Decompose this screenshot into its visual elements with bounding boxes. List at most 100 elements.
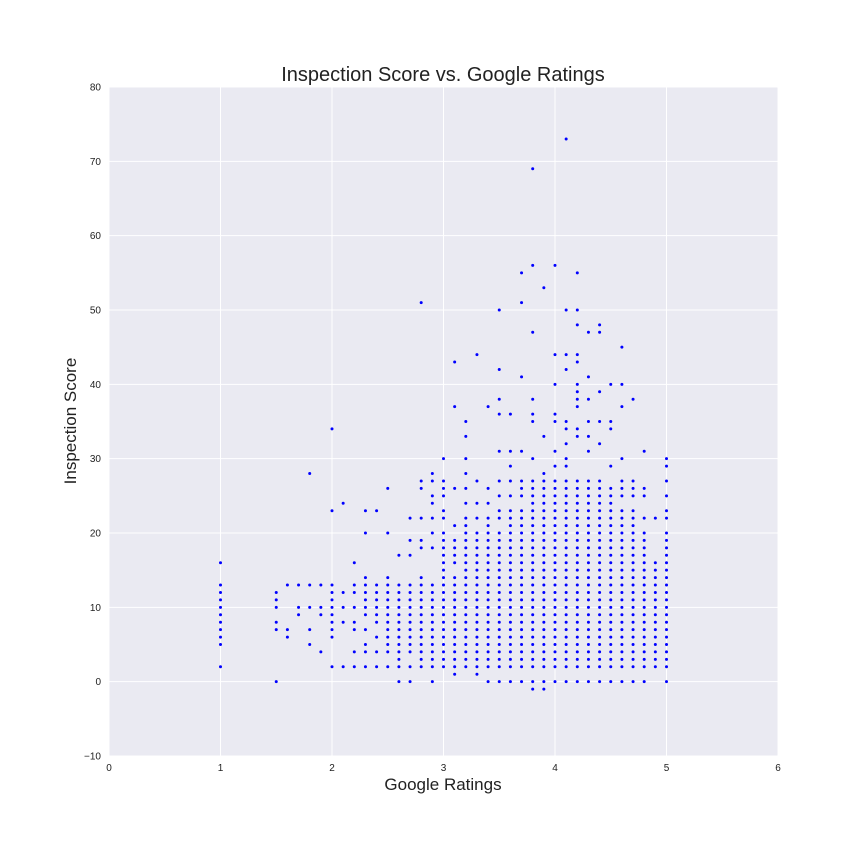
data-point xyxy=(352,628,356,632)
data-point xyxy=(464,583,468,587)
data-point xyxy=(531,620,535,624)
data-point xyxy=(363,628,367,632)
data-point xyxy=(653,635,657,639)
data-point xyxy=(453,561,457,565)
data-point xyxy=(575,382,579,386)
data-point xyxy=(442,598,445,602)
data-point xyxy=(464,486,468,490)
data-point xyxy=(665,509,668,513)
data-point xyxy=(620,553,624,557)
data-point xyxy=(631,561,635,565)
data-point xyxy=(564,568,568,572)
data-point xyxy=(598,442,602,446)
data-point xyxy=(464,620,468,624)
data-point xyxy=(419,546,423,550)
data-points xyxy=(219,137,668,691)
data-point xyxy=(330,620,334,624)
data-point xyxy=(620,576,624,580)
data-point xyxy=(542,486,546,490)
data-point xyxy=(575,397,579,401)
data-point xyxy=(620,524,624,528)
data-point xyxy=(531,509,535,513)
data-point xyxy=(542,687,546,691)
data-point xyxy=(464,546,468,550)
data-point xyxy=(631,605,635,609)
data-point xyxy=(386,628,390,632)
data-point xyxy=(497,553,501,557)
data-point xyxy=(586,531,590,535)
data-point xyxy=(631,524,635,528)
data-point xyxy=(609,643,613,646)
data-point xyxy=(620,486,624,490)
data-point xyxy=(397,650,401,654)
data-point xyxy=(442,531,445,535)
data-point xyxy=(520,635,524,639)
data-point xyxy=(609,650,613,654)
data-point xyxy=(631,657,635,661)
data-point xyxy=(453,635,457,639)
data-point xyxy=(620,605,624,609)
data-point xyxy=(486,680,490,684)
data-point xyxy=(575,509,579,513)
data-point xyxy=(542,501,546,505)
data-point xyxy=(442,553,445,557)
data-point xyxy=(531,330,535,334)
x-tick-label: 6 xyxy=(775,763,781,774)
data-point xyxy=(486,613,490,617)
data-point xyxy=(609,657,613,661)
data-point xyxy=(497,620,501,624)
data-point xyxy=(598,561,602,565)
data-point xyxy=(598,643,602,646)
data-point xyxy=(553,590,557,594)
data-point xyxy=(620,650,624,654)
data-point xyxy=(609,568,613,572)
data-point xyxy=(642,628,646,632)
data-point xyxy=(553,263,557,267)
data-point xyxy=(486,516,490,520)
data-point xyxy=(598,330,602,334)
x-tick-label: 0 xyxy=(106,763,112,774)
data-point xyxy=(274,590,278,594)
data-point xyxy=(531,486,535,490)
data-point xyxy=(642,665,646,669)
data-point xyxy=(397,583,401,587)
data-point xyxy=(430,598,434,602)
data-point xyxy=(486,650,490,654)
data-point xyxy=(464,598,468,602)
data-point xyxy=(542,494,546,498)
data-point xyxy=(375,665,379,669)
data-point xyxy=(285,628,289,632)
data-point xyxy=(553,650,557,654)
data-point xyxy=(508,516,512,520)
data-point xyxy=(508,620,512,624)
data-point xyxy=(542,546,546,550)
data-point xyxy=(586,434,590,438)
data-point xyxy=(531,613,535,617)
data-point xyxy=(274,598,278,602)
data-point xyxy=(642,546,646,550)
data-point xyxy=(453,665,457,669)
data-point xyxy=(575,546,579,550)
data-point xyxy=(430,472,434,476)
data-point xyxy=(531,263,535,267)
data-point xyxy=(386,613,390,617)
data-point xyxy=(642,583,646,587)
data-point xyxy=(564,583,568,587)
data-point xyxy=(564,501,568,505)
data-point xyxy=(363,583,367,587)
data-point xyxy=(486,620,490,624)
data-point xyxy=(520,657,524,661)
data-point xyxy=(497,561,501,565)
data-point xyxy=(575,650,579,654)
data-point xyxy=(375,620,379,624)
data-point xyxy=(665,576,668,580)
data-point xyxy=(642,643,646,646)
data-point xyxy=(575,628,579,632)
data-point xyxy=(598,620,602,624)
data-point xyxy=(297,605,301,609)
data-point xyxy=(386,576,390,580)
data-point xyxy=(520,628,524,632)
data-point xyxy=(542,643,546,646)
data-point xyxy=(453,620,457,624)
data-point xyxy=(475,657,479,661)
